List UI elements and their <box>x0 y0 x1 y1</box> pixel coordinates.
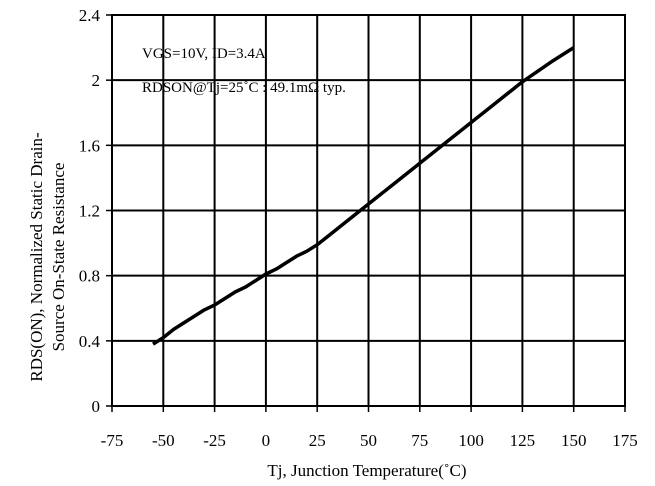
x-tick-label: 75 <box>411 431 428 450</box>
annotation-rdson-typical: RDSON@Tj=25˚C : 49.1mΩ typ. <box>142 80 346 96</box>
x-tick-label: 100 <box>458 431 484 450</box>
x-axis-title: Tj, Junction Temperature(˚C) <box>267 461 466 480</box>
y-tick-label: 1.2 <box>79 202 100 221</box>
y-tick-label: 0.4 <box>79 332 101 351</box>
x-tick-label: 175 <box>612 431 638 450</box>
x-tick-label: 150 <box>561 431 587 450</box>
y-axis-title-line-1: RDS(ON), Normalized Static Drain- <box>27 132 46 382</box>
x-tick-label: -50 <box>152 431 175 450</box>
x-tick-label: -25 <box>203 431 226 450</box>
grid <box>112 15 625 406</box>
x-tick-label: 0 <box>262 431 271 450</box>
x-tick-label: 50 <box>360 431 377 450</box>
y-tick-label: 2.4 <box>79 6 101 25</box>
x-tick-label: -75 <box>101 431 124 450</box>
y-axis-title-line-2: Source On-State Resistance <box>49 163 68 352</box>
y-tick-label: 0 <box>92 397 101 416</box>
x-tick-label: 25 <box>309 431 326 450</box>
series-layer <box>152 46 575 346</box>
y-tick-label: 1.6 <box>79 136 100 155</box>
y-tick-label: 2 <box>92 71 101 90</box>
axis-ticks: -75 -50 -25 0 25 50 75 100 125 150 175 0 0.4 0.8 1.2 1.… <box>79 6 638 450</box>
series-line <box>152 46 575 346</box>
x-tick-label: 125 <box>510 431 536 450</box>
y-axis-title: RDS(ON), Normalized Static Drain- Source… <box>27 132 68 382</box>
annotation-test-conditions: VGS=10V, ID=3.4A <box>142 46 266 62</box>
y-tick-label: 0.8 <box>79 267 100 286</box>
